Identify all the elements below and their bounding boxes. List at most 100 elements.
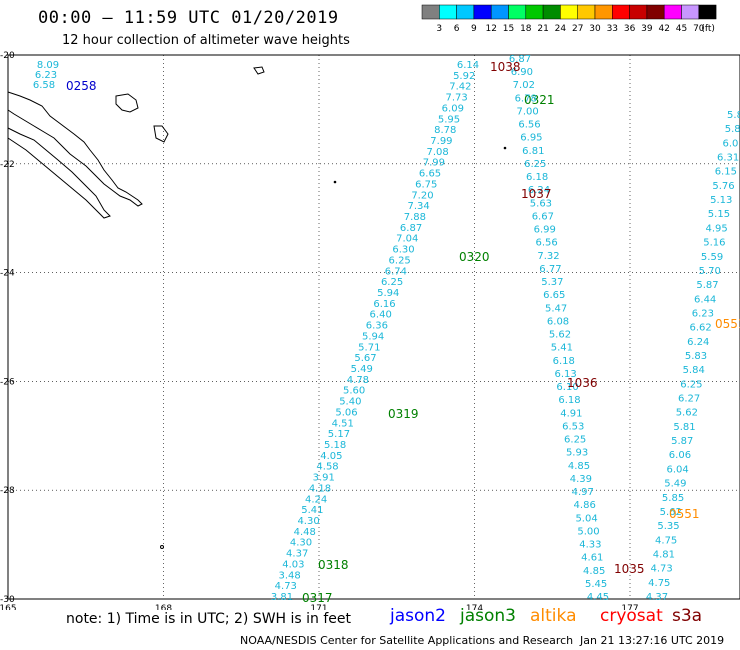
legend-jason2: jason2 bbox=[390, 606, 446, 626]
swh-value: 6.10 bbox=[556, 382, 578, 393]
legend-jason3: jason3 bbox=[460, 606, 516, 626]
longitude-label: 171 bbox=[310, 604, 327, 610]
swh-value: 4.95 bbox=[706, 223, 728, 234]
swh-value: 6.75 bbox=[415, 179, 437, 190]
swh-value: 4.75 bbox=[648, 578, 670, 589]
swh-value: 5.87 bbox=[696, 280, 718, 291]
swh-value: 4.39 bbox=[570, 474, 592, 485]
pass-time-label: 0551 bbox=[715, 317, 740, 331]
latitude-label: -30 bbox=[0, 595, 15, 605]
colorbar-label: 33 bbox=[607, 24, 618, 34]
swh-value: 6.25 bbox=[564, 435, 586, 446]
swh-value: 4.85 bbox=[583, 566, 605, 577]
swh-value: 7.34 bbox=[408, 201, 430, 212]
swh-value: 5.62 bbox=[549, 330, 571, 341]
pass-time-label: 0320 bbox=[459, 250, 490, 264]
colorbar-label: 6 bbox=[454, 24, 460, 34]
swh-value: 5.41 bbox=[551, 343, 573, 354]
swh-value: 4.58 bbox=[316, 462, 338, 473]
swh-value: 6.53 bbox=[562, 421, 584, 432]
swh-value: 5.18 bbox=[324, 440, 346, 451]
swh-value: 6.24 bbox=[687, 337, 709, 348]
latitude-label: -28 bbox=[0, 486, 15, 496]
swh-value: 5.49 bbox=[664, 479, 686, 490]
swh-value: 6.23 bbox=[692, 308, 714, 319]
swh-value: 6.15 bbox=[715, 167, 737, 178]
colorbar-label: 27 bbox=[572, 24, 583, 34]
colorbar-label: 45 bbox=[676, 24, 687, 34]
swh-value: 8.09 bbox=[37, 60, 59, 71]
colorbar-label: 30 bbox=[589, 24, 601, 34]
swh-value: 6.16 bbox=[373, 299, 395, 310]
legend-s3a: s3a bbox=[672, 606, 703, 626]
colorbar-unit-label: (ft) bbox=[701, 24, 715, 34]
swh-value: 6.81 bbox=[522, 146, 544, 157]
swh-value: 5.95 bbox=[438, 114, 460, 125]
latitude-label: -22 bbox=[0, 160, 15, 170]
swh-value: 5.67 bbox=[354, 353, 376, 364]
swh-value: 6.09 bbox=[442, 103, 464, 114]
legend-altika: altika bbox=[530, 606, 577, 626]
swh-value: 5.40 bbox=[339, 397, 361, 408]
pass-time-label: 0318 bbox=[318, 558, 349, 572]
coastline-island bbox=[115, 93, 139, 113]
swh-value: 4.75 bbox=[655, 535, 677, 546]
swh-value: 6.77 bbox=[539, 264, 561, 275]
swh-value: 6.18 bbox=[558, 395, 580, 406]
swh-value: 6.78 bbox=[515, 93, 537, 104]
swh-value: 7.88 bbox=[404, 212, 426, 223]
swh-value: 4.81 bbox=[653, 549, 675, 560]
swh-value: 5.16 bbox=[703, 238, 725, 249]
swh-value: 5.85 bbox=[662, 493, 684, 504]
swh-value: 7.99 bbox=[430, 136, 452, 147]
swh-value: 6.18 bbox=[553, 356, 575, 367]
pass-time-label: 1035 bbox=[614, 562, 645, 576]
swh-value: 5.83 bbox=[685, 351, 707, 362]
swh-value: 6.06 bbox=[669, 450, 691, 461]
swh-value: 6.08 bbox=[547, 316, 569, 327]
swh-value: 4.61 bbox=[581, 553, 603, 564]
wave-height-colorbar: 3 6 9 12 15 18 21 24 27 30 33 36 39 42 45 70(ft) bbox=[421, 4, 717, 34]
pass-time-label: 0321 bbox=[524, 93, 555, 107]
swh-value: 5.93 bbox=[566, 448, 588, 459]
swh-value: 4.73 bbox=[275, 581, 297, 592]
swh-value: 5.76 bbox=[712, 181, 734, 192]
swh-value: 4.33 bbox=[579, 540, 601, 551]
colorbar-label: 12 bbox=[485, 24, 496, 34]
map-title: 00:00 – 11:59 UTC 01/20/2019 bbox=[38, 8, 339, 28]
pass-time-label: 0258 bbox=[66, 79, 97, 93]
swh-value: 5.94 bbox=[377, 288, 399, 299]
swh-value: 4.51 bbox=[332, 418, 354, 429]
swh-value: 5.45 bbox=[585, 579, 607, 590]
swh-value: 4.24 bbox=[305, 494, 327, 505]
swh-value: 6.74 bbox=[385, 266, 407, 277]
map-frame bbox=[7, 54, 740, 600]
swh-value: 5.59 bbox=[701, 252, 723, 263]
swh-value: 4.30 bbox=[297, 516, 319, 527]
pass-time-label: 1038 bbox=[490, 60, 521, 74]
coastline-island bbox=[153, 125, 169, 143]
swh-value: 6.56 bbox=[536, 238, 558, 249]
swh-value: 5.8 bbox=[725, 124, 740, 135]
swh-value: 6.13 bbox=[555, 369, 577, 380]
swh-value: 7.99 bbox=[423, 158, 445, 169]
colorbar-label: 42 bbox=[658, 24, 669, 34]
swh-value: 4.48 bbox=[294, 527, 316, 538]
legend-cryosat: cryosat bbox=[600, 606, 663, 626]
swh-value: 6.23 bbox=[35, 70, 57, 81]
swh-value: 7.02 bbox=[513, 80, 535, 91]
swh-value: 4.37 bbox=[286, 549, 308, 560]
swh-value: 4.37 bbox=[646, 592, 668, 603]
swh-value: 6.25 bbox=[524, 159, 546, 170]
longitude-label: 165 bbox=[0, 604, 17, 610]
swh-value: 6.62 bbox=[689, 323, 711, 334]
swh-value: 4.30 bbox=[290, 538, 312, 549]
coastline-new-caledonia bbox=[7, 91, 143, 207]
swh-value: 7.32 bbox=[537, 251, 559, 262]
swh-value: 5.87 bbox=[671, 436, 693, 447]
swh-value: 5.62 bbox=[660, 507, 682, 518]
swh-value: 3.48 bbox=[278, 570, 300, 581]
coastline-island bbox=[253, 66, 265, 75]
pass-time-label: 0551 bbox=[669, 507, 700, 521]
